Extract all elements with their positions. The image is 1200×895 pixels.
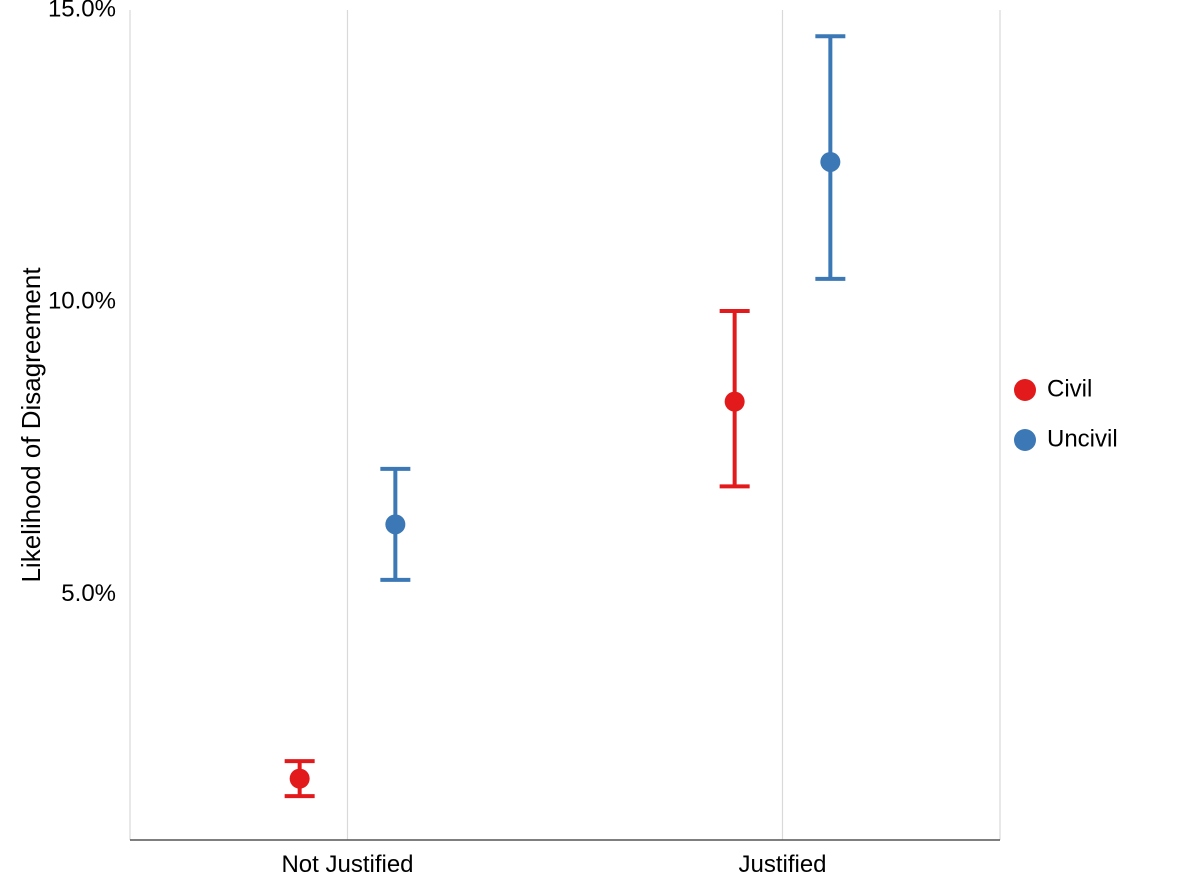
plot-panel	[130, 10, 1000, 840]
data-point	[820, 152, 840, 172]
legend-label: Uncivil	[1047, 425, 1118, 452]
data-point	[290, 769, 310, 789]
y-axis-title: Likelihood of Disagreement	[16, 267, 46, 583]
errorbar-chart: 5.0% 10.0% 15.0% Likelihood of Disagreement…	[0, 0, 1200, 895]
y-tick-label: 15.0%	[48, 0, 116, 22]
legend-label: Civil	[1047, 375, 1092, 402]
y-tick-label: 10.0%	[48, 288, 116, 315]
legend-marker	[1014, 379, 1036, 401]
x-category-label: Justified	[738, 851, 826, 878]
y-tick-label: 5.0%	[61, 580, 116, 607]
data-point	[725, 392, 745, 412]
chart-container: 5.0% 10.0% 15.0% Likelihood of Disagreement…	[0, 0, 1200, 895]
legend-marker	[1014, 429, 1036, 451]
x-category-label: Not Justified	[281, 851, 413, 878]
data-point	[385, 514, 405, 534]
